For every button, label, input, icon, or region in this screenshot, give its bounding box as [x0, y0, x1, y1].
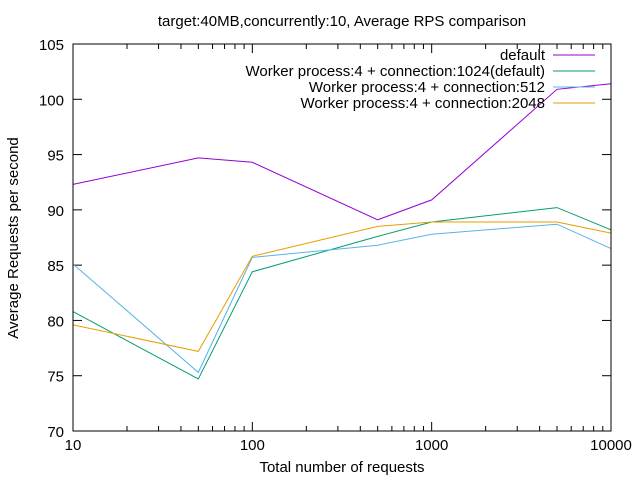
series-line-3 [72, 223, 612, 374]
data-series [72, 83, 612, 380]
chart-title: target:40MB,concurrently:10, Average RPS… [158, 13, 526, 30]
x-axis-label: Total number of requests [259, 459, 424, 476]
y-tick-label: 105 [39, 37, 64, 54]
series-line-2 [72, 207, 612, 380]
series-line-4 [72, 221, 612, 352]
x-tick-label: 100 [240, 437, 265, 454]
y-tick-label: 95 [47, 148, 64, 165]
legend-label: Worker process:4 + connection:1024(defau… [246, 63, 545, 80]
x-tick-label: 10000 [590, 437, 632, 454]
legend-label: Worker process:4 + connection:512 [309, 79, 545, 96]
y-tick-label: 75 [47, 369, 64, 386]
y-axis-label: Average Requests per second [5, 137, 22, 339]
x-axis-ticks: 10 100 1000 10000 [65, 44, 632, 454]
y-tick-label: 70 [47, 424, 64, 441]
y-tick-label: 90 [47, 203, 64, 220]
series-line-1 [72, 83, 612, 221]
plot-frame [72, 43, 612, 432]
x-tick-label: 1000 [415, 437, 448, 454]
legend-label: default [500, 47, 546, 64]
y-tick-label: 100 [39, 92, 64, 109]
y-axis-ticks: 70 75 80 85 90 95 100 105 [39, 37, 611, 441]
y-tick-label: 80 [47, 313, 64, 330]
y-tick-label: 85 [47, 258, 64, 275]
legend-label: Worker process:4 + connection:2048 [301, 95, 545, 112]
x-tick-label: 10 [65, 437, 82, 454]
